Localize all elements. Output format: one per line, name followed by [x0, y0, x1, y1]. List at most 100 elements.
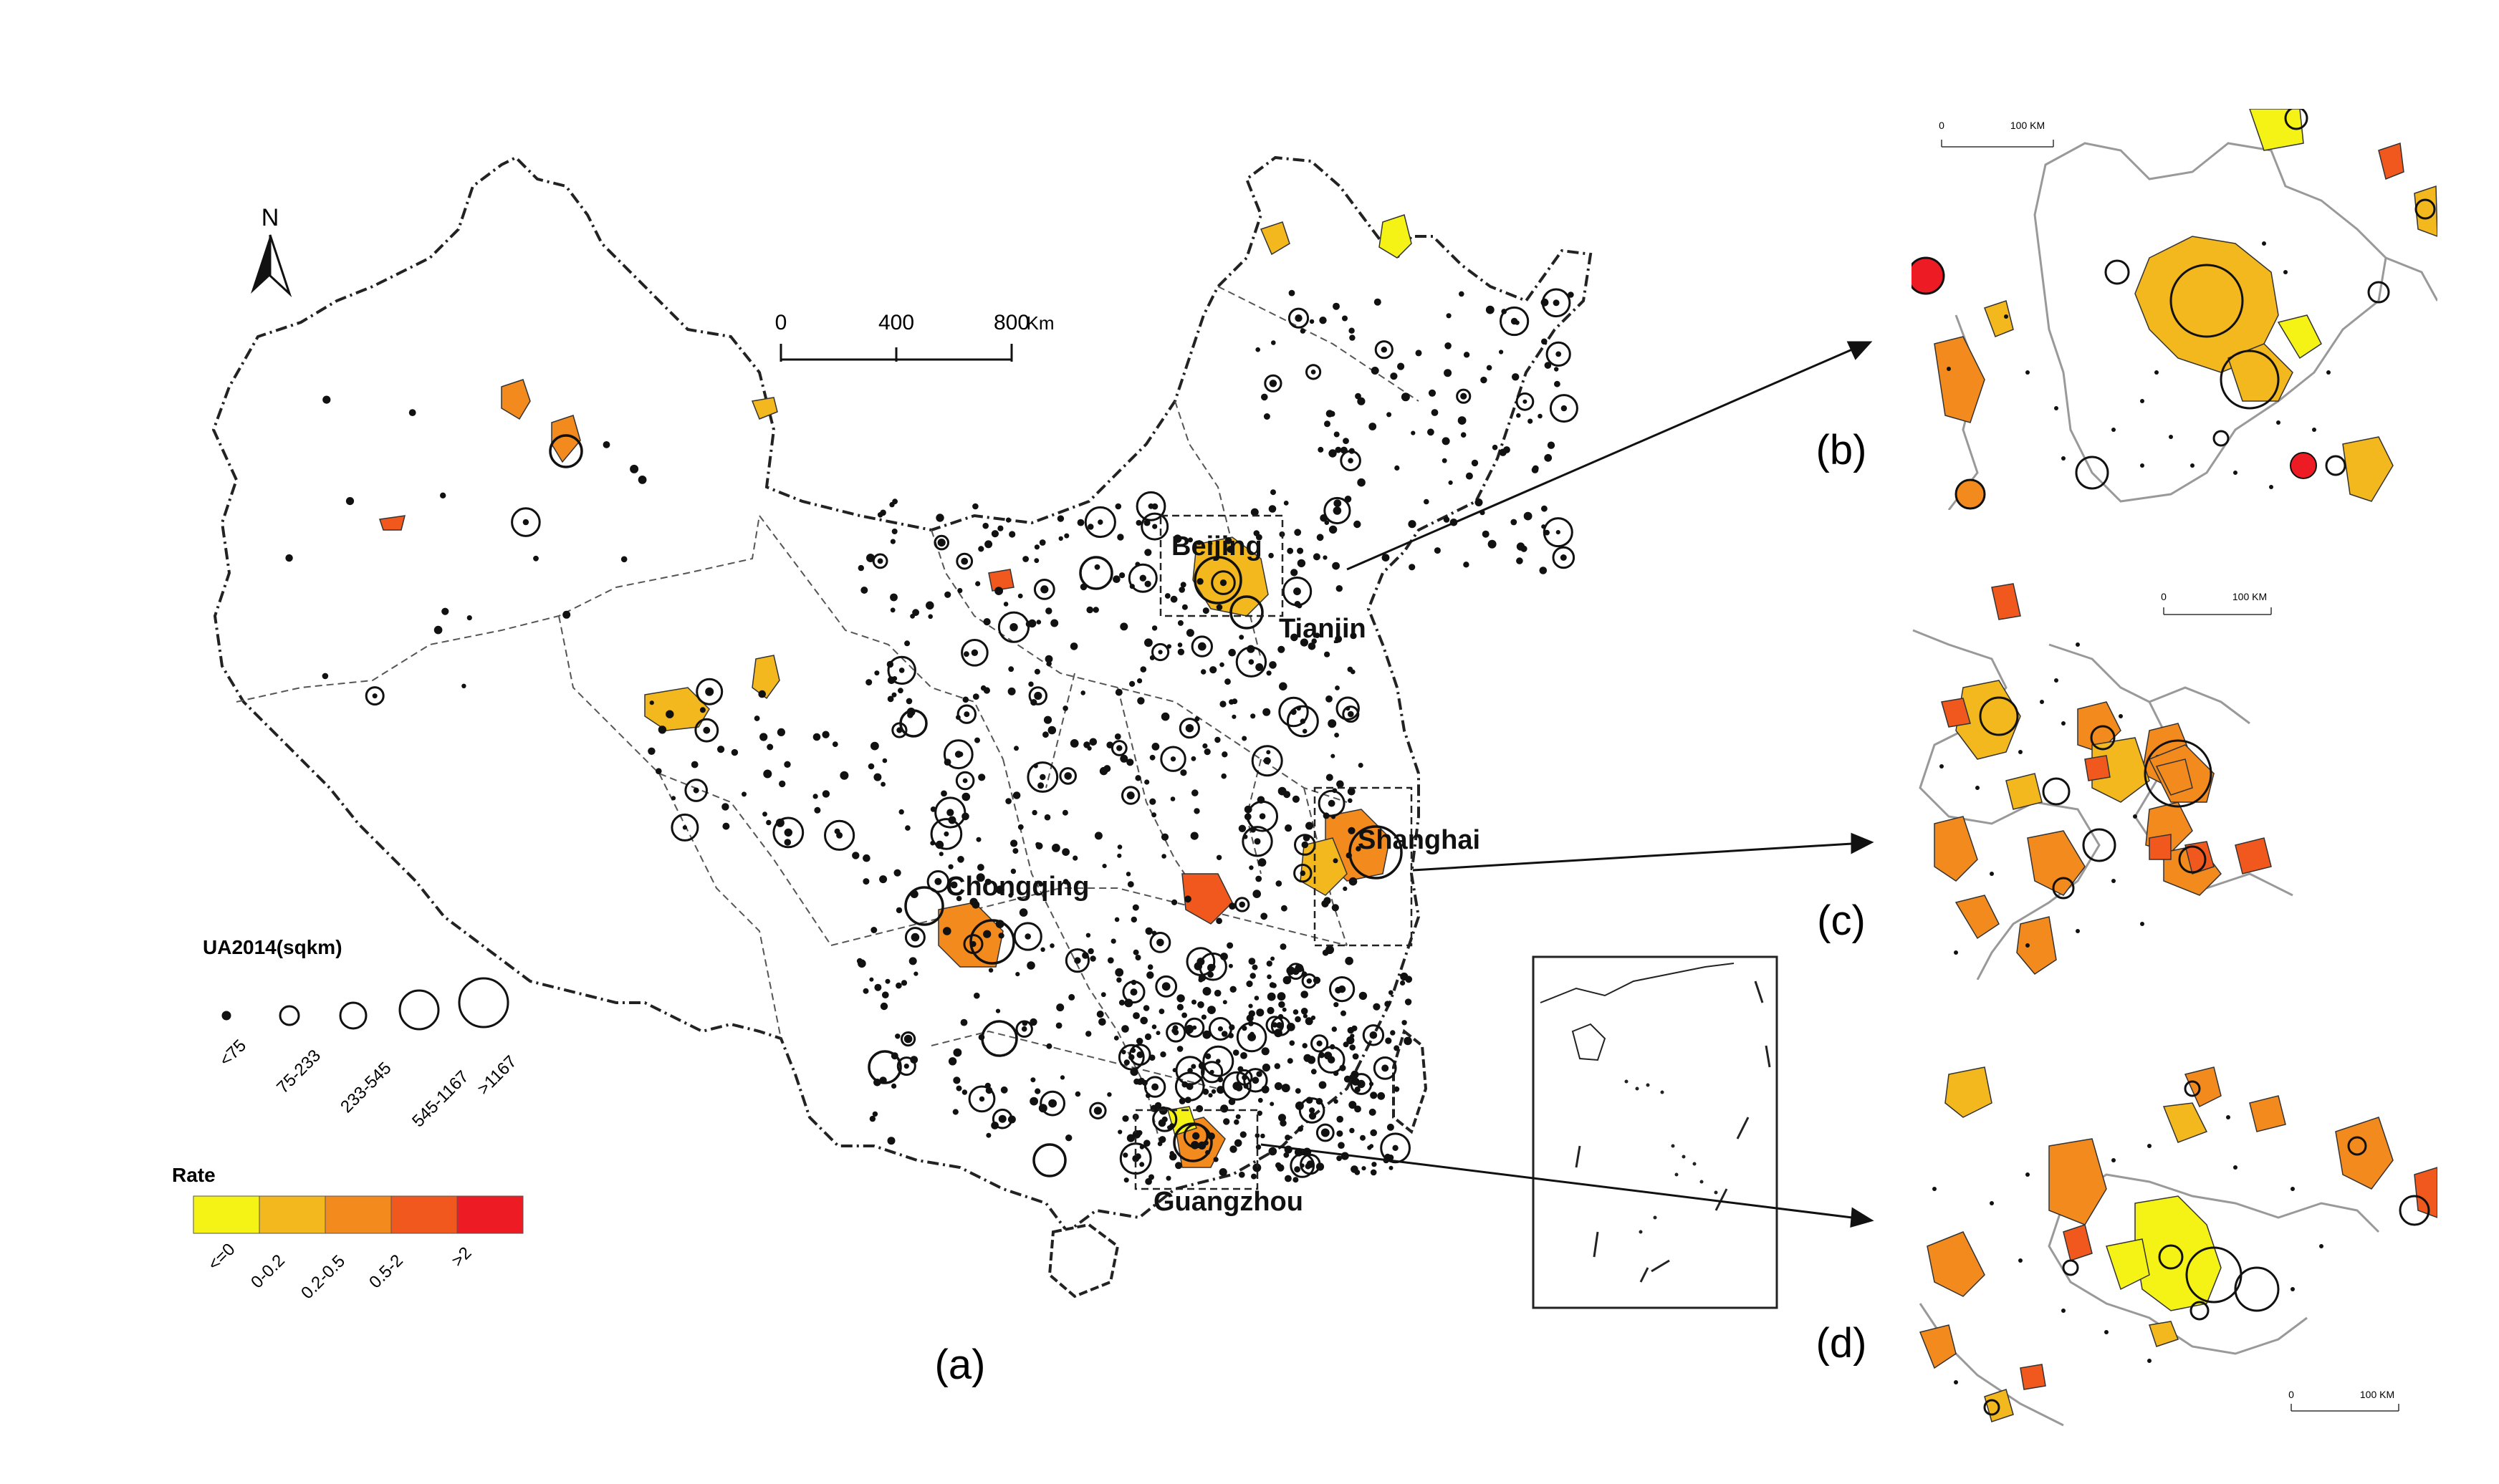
city-point — [943, 927, 951, 935]
city-point — [1300, 328, 1306, 334]
city-point — [1250, 508, 1259, 516]
city-point — [322, 673, 329, 680]
zoom-panel-d: 0 100 KM — [1919, 1066, 2437, 1427]
city-point — [1148, 503, 1154, 509]
city-point — [1227, 546, 1234, 553]
city-point — [1268, 505, 1277, 513]
city-point — [1531, 466, 1539, 473]
city-point — [1350, 1034, 1355, 1039]
city-point — [1446, 313, 1452, 319]
city-point — [1007, 687, 1016, 695]
city-point — [1330, 753, 1335, 758]
city-point — [977, 864, 984, 871]
city-point — [1400, 980, 1406, 986]
city-point — [1333, 858, 1338, 864]
city-point — [1136, 1051, 1143, 1059]
ua-circle — [1329, 976, 1356, 1003]
zoom-box-shanghai — [1313, 786, 1413, 947]
zoom-d-tick-100: 100 KM — [2360, 1389, 2394, 1400]
ua-circle — [1155, 975, 1178, 998]
city-point — [885, 978, 891, 984]
ua-circle — [1202, 1045, 1234, 1077]
city-point — [775, 818, 785, 827]
city-point — [1350, 632, 1357, 640]
city-point — [1175, 1162, 1182, 1170]
city-point — [1220, 1104, 1229, 1113]
city-point — [1208, 541, 1213, 546]
legend-rate-3: 0.5-2 — [365, 1251, 407, 1292]
ua-circle — [1340, 450, 1361, 472]
city-point — [1371, 1162, 1377, 1167]
city-point — [1256, 1071, 1262, 1077]
city-point — [1145, 927, 1153, 935]
legend-rate-0: <=0 — [204, 1240, 239, 1274]
city-point — [812, 733, 821, 741]
city-point — [1354, 1170, 1361, 1175]
city-point — [1397, 362, 1405, 370]
city-point — [1015, 972, 1020, 977]
legend-rate-swatch — [259, 1195, 326, 1234]
city-point — [1523, 511, 1533, 521]
city-point — [1300, 991, 1308, 998]
city-point — [1319, 317, 1327, 324]
ua-circle — [968, 1085, 996, 1113]
city-point — [1119, 572, 1126, 579]
ua-circle — [772, 816, 805, 849]
city-point — [1516, 557, 1523, 564]
city-point — [1214, 989, 1222, 997]
city-point — [1274, 1082, 1282, 1090]
city-point — [1318, 446, 1324, 453]
city-point — [722, 822, 730, 830]
city-point — [1154, 1102, 1162, 1109]
city-point — [1219, 662, 1224, 668]
city-point — [913, 971, 918, 976]
city-point — [1080, 690, 1085, 695]
city-point — [901, 980, 908, 986]
ua-circle — [943, 739, 974, 770]
city-point — [1170, 796, 1176, 801]
city-point — [1310, 370, 1316, 375]
beijing-circle — [1194, 556, 1242, 604]
city-point — [1093, 1107, 1102, 1115]
city-point — [1135, 955, 1141, 960]
ua-circle — [1201, 1061, 1224, 1084]
city-point — [1202, 987, 1212, 996]
city-point — [1318, 1081, 1327, 1089]
city-point — [1348, 1101, 1357, 1109]
city-point — [1089, 738, 1098, 746]
city-point — [1239, 1171, 1245, 1178]
city-point — [996, 885, 1004, 895]
ua-circle — [926, 870, 950, 893]
city-point — [1343, 438, 1349, 444]
city-point — [971, 649, 979, 656]
city-point — [1208, 1093, 1213, 1098]
city-point — [1239, 1131, 1247, 1138]
city-point — [1135, 1153, 1141, 1160]
city-point — [1544, 362, 1552, 369]
city-point — [1255, 663, 1264, 671]
ua-circle — [1149, 932, 1171, 953]
city-point — [1527, 418, 1533, 424]
city-point — [1140, 1016, 1148, 1025]
city-point — [1113, 1036, 1119, 1041]
city-point — [1159, 1136, 1166, 1143]
city-point — [852, 852, 860, 859]
city-point — [1156, 938, 1164, 947]
city-point — [1459, 291, 1464, 297]
city-point — [910, 1056, 918, 1064]
south-china-sea-inset — [1532, 955, 1778, 1309]
city-point — [1335, 446, 1342, 453]
city-point — [1336, 1115, 1343, 1123]
city-point — [1303, 1013, 1308, 1018]
city-point — [784, 761, 791, 768]
city-point — [1267, 974, 1272, 980]
city-point — [1560, 554, 1567, 561]
city-point — [998, 933, 1004, 939]
city-point — [882, 991, 889, 998]
legend-size-0: <75 — [216, 1036, 250, 1070]
ua-circle — [904, 927, 926, 948]
city-point — [1111, 938, 1116, 944]
city-point — [1288, 289, 1295, 297]
city-point — [1222, 1000, 1227, 1005]
city-point — [896, 907, 903, 914]
